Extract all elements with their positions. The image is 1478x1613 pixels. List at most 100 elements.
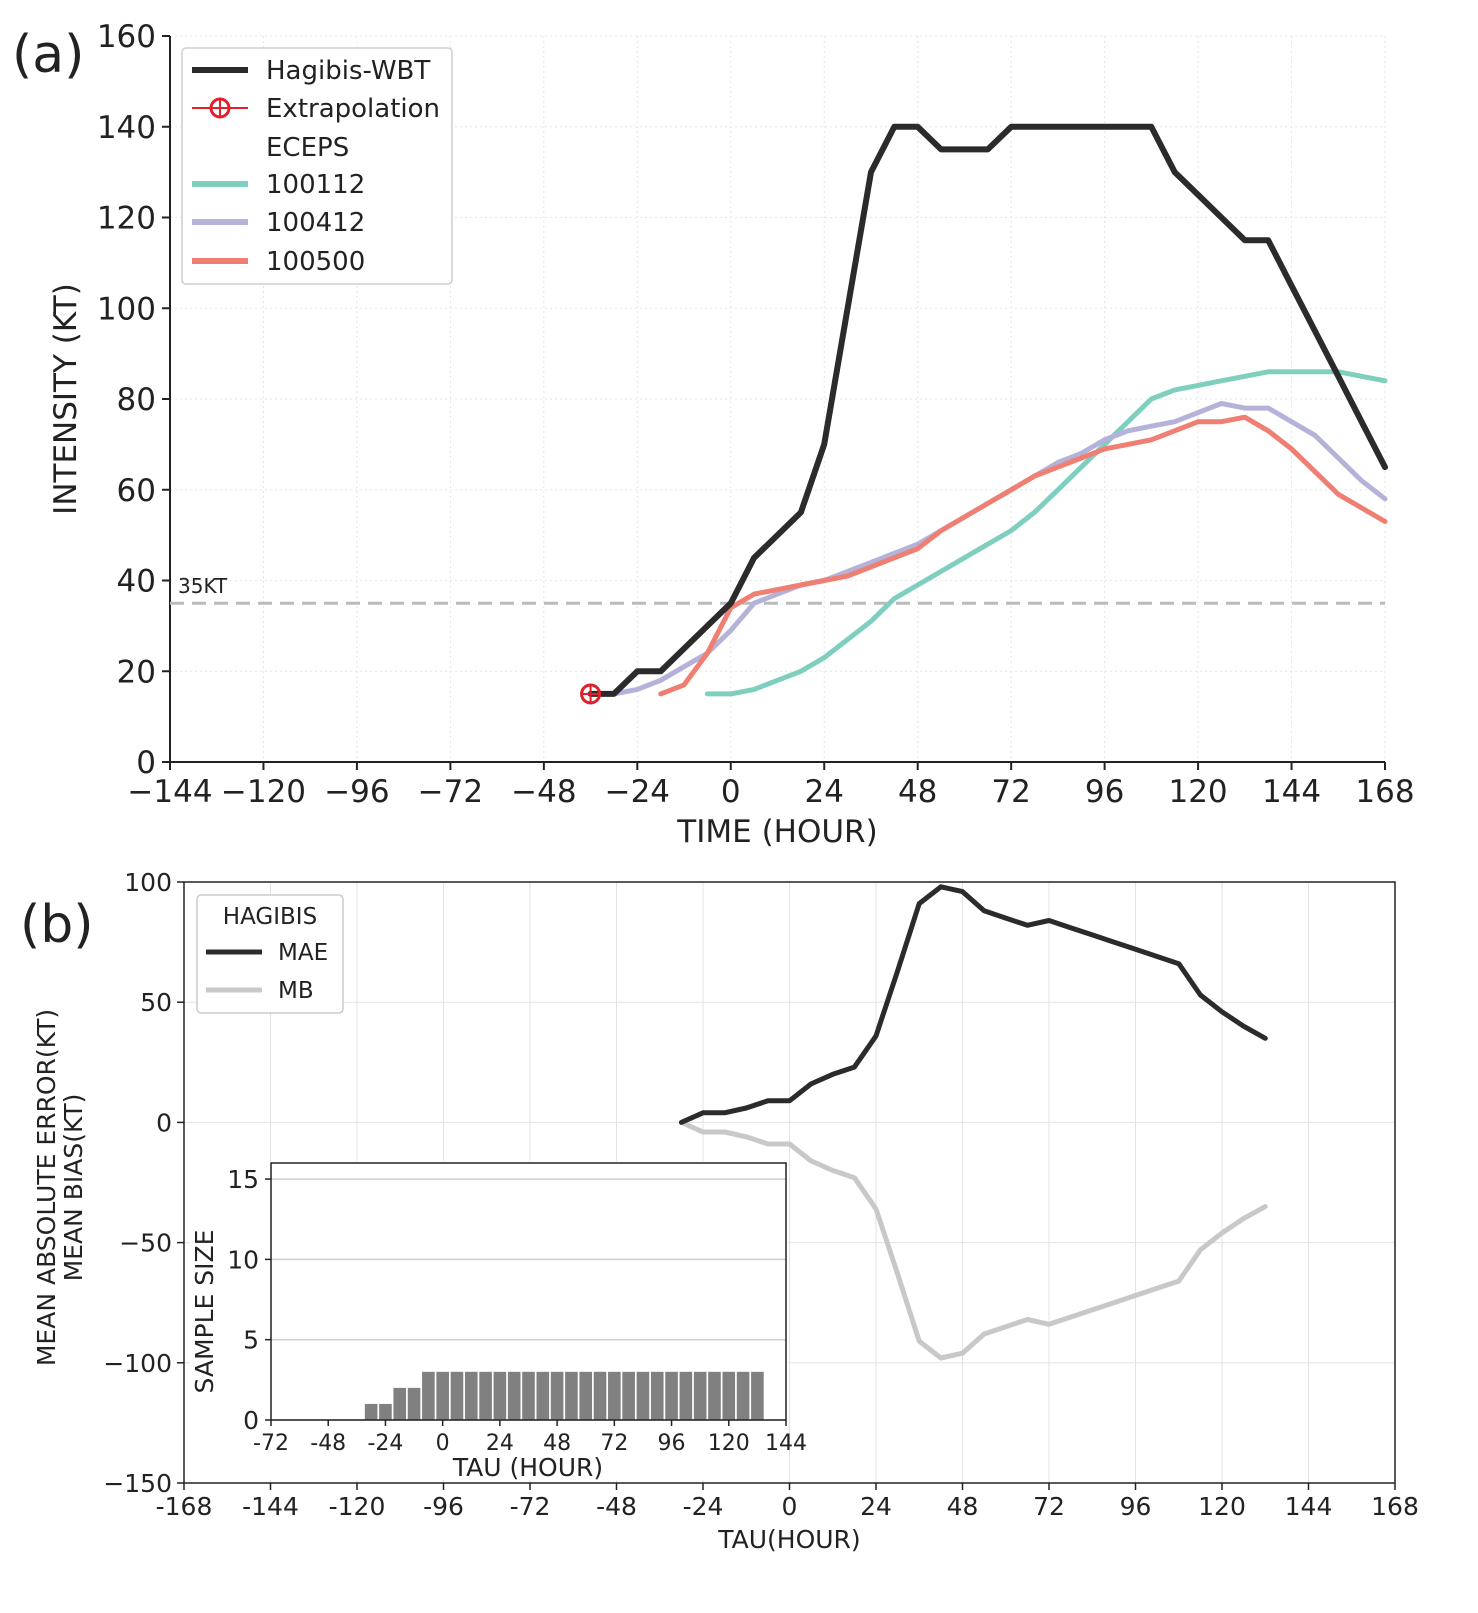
x-tick-label: −144 <box>127 774 212 810</box>
panel-a-label: (a) <box>12 25 84 85</box>
sample-size-bar <box>464 1371 478 1420</box>
x-tick-label: 168 <box>1371 1492 1419 1521</box>
x-tick-label: -144 <box>242 1492 299 1521</box>
y-tick-label: 0 <box>243 1406 259 1435</box>
x-tick-label: 0 <box>782 1492 798 1521</box>
y-tick-label: −100 <box>103 1349 172 1378</box>
legend-box <box>196 894 344 1014</box>
legend-label-hagibis-wbt: Hagibis-WBT <box>266 56 430 86</box>
y-tick-label: 140 <box>97 110 156 146</box>
panel-b-error-chart: -168 -144 -120 -96 -72 -48 -24 0 24 48 72 96 120 144 1… <box>32 868 1419 1554</box>
sample-size-bar <box>479 1371 492 1420</box>
sample-size-bar <box>650 1371 664 1420</box>
x-tick-label: 120 <box>1198 1492 1246 1521</box>
y-tick-label: 0 <box>136 745 156 781</box>
series-line-mb <box>678 1119 1268 1361</box>
x-tick-label: 0 <box>436 1431 450 1456</box>
sample-size-bar <box>379 1403 392 1420</box>
x-tick-label: 48 <box>947 1492 979 1521</box>
inset-x-axis-label: TAU (HOUR) <box>452 1453 603 1482</box>
legend-title-hagibis: HAGIBIS <box>223 904 317 930</box>
sample-size-bar <box>536 1371 550 1420</box>
panel-b-sample-size-inset: -72 -48 -24 0 24 48 72 96 120 144 0 5 10 15 TAU (HOUR)… <box>190 1161 807 1482</box>
inset-frame <box>270 1162 787 1421</box>
sample-size-bar <box>436 1371 449 1420</box>
x-tick-label: -72 <box>253 1431 289 1456</box>
series-line-100412 <box>611 401 1388 697</box>
legend-label-100112: 100112 <box>266 170 365 200</box>
x-tick-label: -96 <box>423 1492 464 1521</box>
sample-size-bar <box>393 1387 407 1420</box>
x-tick-label: -48 <box>596 1492 637 1521</box>
legend-b: HAGIBIS MAE MB <box>196 894 344 1014</box>
x-tick-label: 48 <box>898 774 937 810</box>
x-tick-label: 72 <box>991 774 1030 810</box>
x-tick-label: 72 <box>600 1431 628 1456</box>
y-tick-label: 10 <box>227 1245 259 1274</box>
x-tick-label: -168 <box>156 1492 213 1521</box>
x-tick-label: 144 <box>1285 1492 1333 1521</box>
x-tick-label: -120 <box>329 1492 386 1521</box>
series-line-mae <box>678 884 1268 1125</box>
sample-size-bar <box>679 1371 693 1420</box>
x-tick-label: 96 <box>1085 774 1124 810</box>
x-tick-label: −120 <box>221 774 306 810</box>
sample-size-bar <box>364 1403 378 1420</box>
x-tick-label: 144 <box>1262 774 1321 810</box>
sample-size-bar <box>751 1371 764 1420</box>
y-tick-label: 40 <box>117 564 156 600</box>
x-tick-label: 144 <box>765 1431 807 1456</box>
sample-size-bar <box>450 1371 464 1420</box>
sample-size-bar <box>493 1371 507 1420</box>
sample-size-bar <box>736 1371 750 1420</box>
sample-size-bar <box>593 1371 607 1420</box>
x-tick-label: -24 <box>683 1492 724 1521</box>
x-tick-label: 96 <box>658 1431 686 1456</box>
sample-size-bar <box>693 1371 707 1420</box>
sample-size-bar <box>636 1371 650 1420</box>
sample-size-bar <box>550 1371 564 1420</box>
x-tick-label: 96 <box>1120 1492 1152 1521</box>
x-tick-label: 24 <box>860 1492 892 1521</box>
inset-y-axis-label: SAMPLE SIZE <box>190 1230 219 1394</box>
legend-label-100500: 100500 <box>266 247 365 277</box>
x-tick-label: -48 <box>310 1431 346 1456</box>
x-tick-label: 24 <box>486 1431 514 1456</box>
sample-size-bar <box>708 1371 721 1420</box>
legend-label-100412: 100412 <box>266 208 365 238</box>
inset-background <box>190 1161 788 1480</box>
sample-size-bar <box>579 1371 593 1420</box>
legend-box <box>181 47 453 285</box>
x-tick-label: 168 <box>1355 774 1414 810</box>
y-axis-label-mae: MEAN ABSOLUTE ERROR(KT) <box>32 1009 61 1366</box>
y-tick-label: 50 <box>140 988 172 1017</box>
y-tick-label: 0 <box>156 1108 172 1137</box>
x-tick-label: −96 <box>324 774 389 810</box>
y-tick-label: 60 <box>117 473 156 509</box>
legend-a: Hagibis-WBT Extrapolation ECEPS 100112 10041… <box>181 47 453 285</box>
sample-size-bar <box>407 1387 421 1420</box>
y-tick-label: 100 <box>124 868 172 897</box>
y-axis-label: INTENSITY (KT) <box>48 283 84 515</box>
sample-size-bar <box>522 1371 535 1420</box>
sample-size-bar <box>507 1371 521 1420</box>
y-tick-label: 15 <box>227 1165 259 1194</box>
x-tick-label: 48 <box>543 1431 571 1456</box>
sample-size-bar <box>665 1371 678 1420</box>
sample-size-bar <box>422 1371 435 1420</box>
legend-header-eceps: ECEPS <box>266 133 349 163</box>
y-tick-label: 80 <box>117 382 156 418</box>
series-line-hagibis-wbt <box>587 123 1388 697</box>
x-tick-label: 0 <box>721 774 741 810</box>
x-tick-label: -72 <box>510 1492 551 1521</box>
x-tick-label: 72 <box>1033 1492 1065 1521</box>
legend-label-mb: MB <box>278 978 314 1004</box>
sample-size-bar <box>722 1371 736 1420</box>
x-axis-label: TAU(HOUR) <box>717 1525 860 1554</box>
x-tick-label: 120 <box>708 1431 750 1456</box>
legend-label-extrapolation: Extrapolation <box>266 94 440 124</box>
x-tick-label: −24 <box>605 774 670 810</box>
series-line-100112 <box>704 369 1388 697</box>
x-tick-label: 120 <box>1168 774 1227 810</box>
